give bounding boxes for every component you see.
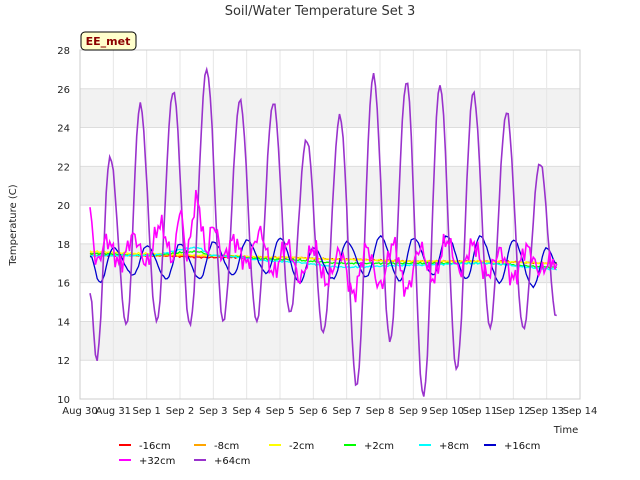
x-tick-label: Sep 11 xyxy=(463,406,498,417)
legend-label: +8cm xyxy=(439,441,469,452)
x-tick-label: Aug 30 xyxy=(62,406,97,417)
series-line-plus16cm xyxy=(89,234,558,289)
legend-label: +2cm xyxy=(364,441,394,452)
grid-band xyxy=(80,321,580,361)
x-tick-label: Sep 5 xyxy=(266,406,294,417)
y-tick-label: 24 xyxy=(57,124,70,135)
x-tick-label: Sep 10 xyxy=(429,406,464,417)
x-tick-label: Sep 3 xyxy=(199,406,227,417)
series-lines xyxy=(89,66,558,397)
x-tick-label: Sep 13 xyxy=(529,406,564,417)
y-axis-label: Temperature (C) xyxy=(8,184,19,266)
legend-label: +16cm xyxy=(504,441,540,452)
y-tick-label: 20 xyxy=(57,201,70,212)
legend-label: +32cm xyxy=(139,456,175,467)
legend-label: -16cm xyxy=(139,441,171,452)
x-tick-label: Sep 12 xyxy=(496,406,531,417)
y-tick-label: 28 xyxy=(57,46,70,57)
legend-label: -8cm xyxy=(214,441,239,452)
series-line-plus64cm xyxy=(89,66,557,397)
legend: -16cm -8cm -2cm +2cm +8cm +16cm +32cm +64cm xyxy=(119,441,540,467)
series-line-plus32cm xyxy=(89,189,558,303)
y-tick-label: 14 xyxy=(57,317,70,328)
x-tick-label: Sep 6 xyxy=(299,406,327,417)
site-badge-box xyxy=(80,31,137,51)
x-tick-label: Sep 9 xyxy=(399,406,427,417)
chart-title: Soil/Water Temperature Set 3 xyxy=(225,4,416,19)
x-tick-label: Sep 7 xyxy=(332,406,360,417)
site-badge-label: EE_met xyxy=(86,35,131,48)
plot-area xyxy=(79,49,581,400)
grid-band xyxy=(80,166,580,206)
x-axis-label: Time xyxy=(553,425,578,436)
x-tick-label: Sep 8 xyxy=(366,406,394,417)
y-tick-label: 12 xyxy=(57,356,70,367)
x-tick-label: Sep 4 xyxy=(232,406,260,417)
x-tick-label: Sep 14 xyxy=(563,406,598,417)
y-tick-label: 26 xyxy=(57,85,70,96)
site-badge: EE_met xyxy=(80,31,137,51)
y-tick-label: 22 xyxy=(57,162,70,173)
x-tick-label: Aug 31 xyxy=(96,406,131,417)
plot-border xyxy=(79,49,581,400)
grid-band xyxy=(80,88,580,128)
y-tick-label: 18 xyxy=(57,240,70,251)
x-tick-label: Sep 2 xyxy=(166,406,194,417)
y-tick-label: 10 xyxy=(57,395,70,406)
y-tick-label: 16 xyxy=(57,279,70,290)
x-tick-label: Sep 1 xyxy=(132,406,160,417)
y-axis-ticks: 10 12 14 16 18 20 22 24 26 28 xyxy=(57,46,70,406)
legend-label: -2cm xyxy=(289,441,314,452)
legend-label: +64cm xyxy=(214,456,250,467)
